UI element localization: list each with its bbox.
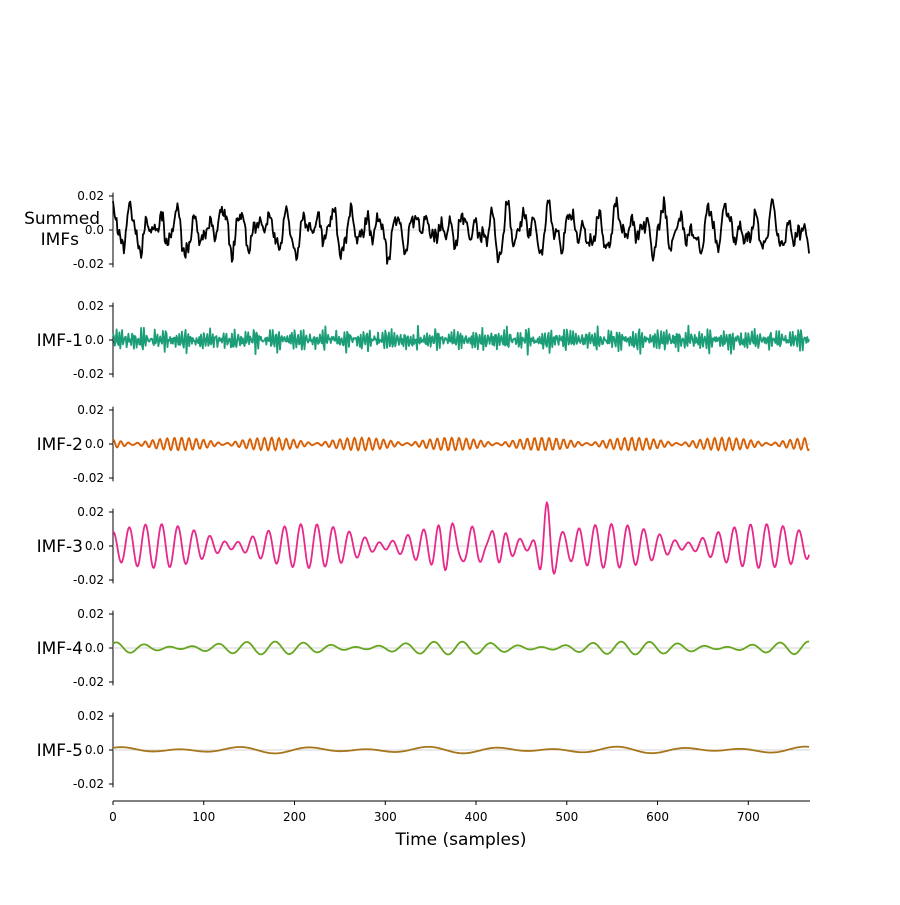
- series-line: [112, 640, 810, 656]
- row-label-line: IMFs: [41, 230, 79, 250]
- series-line: [112, 745, 810, 755]
- y-tick-label: 0.02: [77, 505, 104, 519]
- y-tick-label: 0.02: [77, 189, 104, 203]
- y-tick-label: -0.02: [73, 777, 104, 791]
- row-label-line: Summed: [24, 209, 100, 229]
- y-tick-label: -0.02: [73, 573, 104, 587]
- y-tick-label: 0.0: [85, 641, 104, 655]
- y-tick-label: 0.02: [77, 403, 104, 417]
- row-imf-5: 0.02 0.0 -0.02 IMF-5: [37, 709, 810, 791]
- row-label: Summed IMFs: [24, 209, 100, 250]
- row-label: IMF-5: [37, 741, 83, 761]
- x-tick-label: 400: [465, 810, 488, 824]
- series-line: [112, 436, 810, 452]
- series-line: [112, 324, 810, 356]
- row-label: IMF-1: [37, 331, 83, 351]
- x-tick-label: 300: [374, 810, 397, 824]
- x-tick-label: 500: [555, 810, 578, 824]
- y-tick-label: 0.0: [85, 437, 104, 451]
- x-tick-label: 0: [109, 810, 117, 824]
- x-tick-label: 100: [192, 810, 215, 824]
- row-summed-imfs: 0.02 0.0 -0.02 Summed IMFs: [24, 189, 810, 271]
- y-tick-label: 0.02: [77, 709, 104, 723]
- row-label: IMF-4: [37, 639, 83, 659]
- series-line: [112, 196, 810, 265]
- row-imf-1: 0.02 0.0 -0.02 IMF-1: [37, 299, 810, 381]
- y-tick-label: -0.02: [73, 675, 104, 689]
- y-tick-label: 0.0: [85, 223, 104, 237]
- y-tick-label: -0.02: [73, 367, 104, 381]
- x-tick-label: 200: [283, 810, 306, 824]
- row-label: IMF-3: [37, 537, 83, 557]
- y-tick-label: 0.0: [85, 333, 104, 347]
- y-tick-label: -0.02: [73, 257, 104, 271]
- y-tick-label: 0.0: [85, 539, 104, 553]
- x-tick-label: 700: [737, 810, 760, 824]
- y-tick-label: -0.02: [73, 471, 104, 485]
- row-label: IMF-2: [37, 435, 83, 455]
- y-tick-label: 0.0: [85, 743, 104, 757]
- row-imf-2: 0.02 0.0 -0.02 IMF-2: [37, 403, 810, 485]
- x-axis: 0 100 200 300 400 500 600 700 Time (samples): [109, 800, 810, 850]
- y-tick-label: 0.02: [77, 299, 104, 313]
- x-tick-label: 600: [646, 810, 669, 824]
- y-tick-label: 0.02: [77, 607, 104, 621]
- row-imf-3: 0.02 0.0 -0.02 IMF-3: [37, 501, 810, 587]
- x-axis-label: Time (samples): [395, 830, 527, 850]
- row-imf-4: 0.02 0.0 -0.02 IMF-4: [37, 607, 810, 689]
- series-line: [112, 501, 810, 575]
- x-ticks: 0 100 200 300 400 500 600 700: [109, 801, 760, 824]
